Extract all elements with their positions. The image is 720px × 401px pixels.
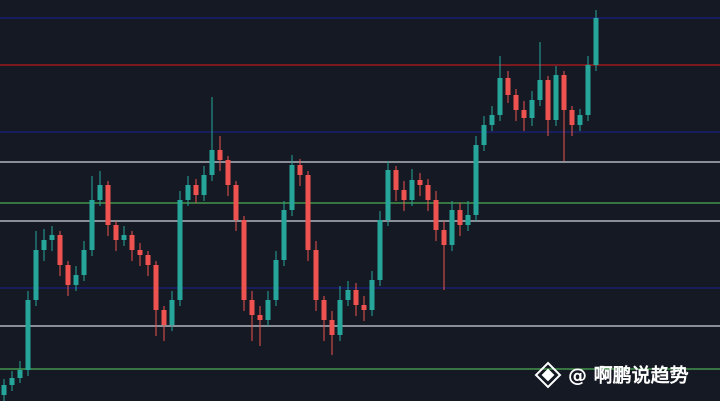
candle-body: [185, 185, 191, 200]
candle-body: [65, 265, 71, 285]
candle-body: [513, 95, 519, 110]
candle-body: [49, 235, 55, 240]
candle-body: [105, 185, 111, 225]
candle-body: [137, 250, 143, 255]
watermark-logo: [534, 361, 562, 389]
candle-body: [33, 250, 39, 300]
candle-body: [505, 78, 511, 95]
candle-body: [337, 300, 343, 335]
candle-body: [321, 300, 327, 320]
candle-body: [473, 145, 479, 215]
candle-body: [249, 300, 255, 315]
candle-body: [289, 165, 295, 210]
candle-body: [353, 290, 359, 305]
candle-body: [593, 18, 599, 65]
candle-body: [9, 378, 15, 385]
candle-body: [537, 80, 543, 100]
candle-body: [209, 150, 215, 175]
watermark: @ 啊鹏说趋势: [568, 364, 689, 387]
candle-body: [545, 80, 551, 120]
candle-body: [57, 235, 63, 265]
candles: [1, 10, 599, 401]
candle-body: [129, 235, 135, 250]
candle-body: [449, 210, 455, 245]
candle-body: [201, 175, 207, 195]
candle-body: [377, 220, 383, 280]
candle-body: [433, 200, 439, 230]
candle-body: [97, 185, 103, 200]
candle-body: [25, 300, 31, 370]
candle-body: [481, 125, 487, 145]
candle-body: [121, 235, 127, 240]
candle-body: [465, 215, 471, 225]
logo-core: [541, 368, 555, 382]
candle-body: [401, 190, 407, 200]
logo-outline: [534, 361, 562, 389]
candle-body: [553, 75, 559, 120]
candle-body: [521, 110, 527, 118]
candle-body: [409, 180, 415, 200]
candle-body: [217, 150, 223, 160]
candle-body: [313, 250, 319, 300]
candle-body: [457, 210, 463, 225]
candle-body: [441, 230, 447, 245]
candle-body: [529, 100, 535, 118]
candle-body: [81, 250, 87, 275]
candle-body: [361, 305, 367, 310]
candle-body: [369, 280, 375, 310]
candle-body: [41, 240, 47, 250]
candle-body: [89, 200, 95, 250]
candle-body: [145, 255, 151, 265]
candle-body: [177, 200, 183, 300]
candle-body: [257, 315, 263, 320]
candle-body: [385, 170, 391, 220]
candle-body: [425, 185, 431, 200]
candle-body: [1, 385, 7, 395]
candle-body: [169, 300, 175, 325]
candle-body: [305, 175, 311, 250]
levels: [0, 17, 720, 370]
candle-body: [345, 290, 351, 300]
candle-body: [153, 265, 159, 310]
candle-body: [241, 220, 247, 300]
candle-body: [233, 185, 239, 220]
candle-body: [497, 78, 503, 115]
candle-body: [577, 115, 583, 125]
candle-body: [281, 210, 287, 260]
candle-body: [329, 320, 335, 335]
candle-body: [393, 170, 399, 190]
candle-body: [489, 115, 495, 125]
candle-body: [297, 165, 303, 175]
candle-body: [113, 225, 119, 240]
candle-body: [561, 75, 567, 110]
candle-body: [585, 65, 591, 115]
candle-body: [193, 185, 199, 195]
candle-body: [569, 110, 575, 125]
candle-body: [417, 180, 423, 185]
candle-body: [73, 275, 79, 285]
candle-body: [161, 310, 167, 325]
candle-body: [273, 260, 279, 300]
candle-body: [17, 370, 23, 378]
candle-body: [225, 160, 231, 185]
candle-body: [265, 300, 271, 320]
